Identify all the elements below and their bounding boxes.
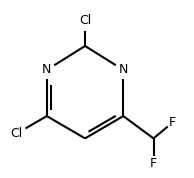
Text: F: F bbox=[169, 116, 176, 129]
Text: N: N bbox=[119, 63, 128, 76]
Text: N: N bbox=[42, 63, 52, 76]
Text: Cl: Cl bbox=[10, 127, 23, 140]
Text: F: F bbox=[150, 157, 157, 170]
Text: Cl: Cl bbox=[79, 14, 91, 27]
